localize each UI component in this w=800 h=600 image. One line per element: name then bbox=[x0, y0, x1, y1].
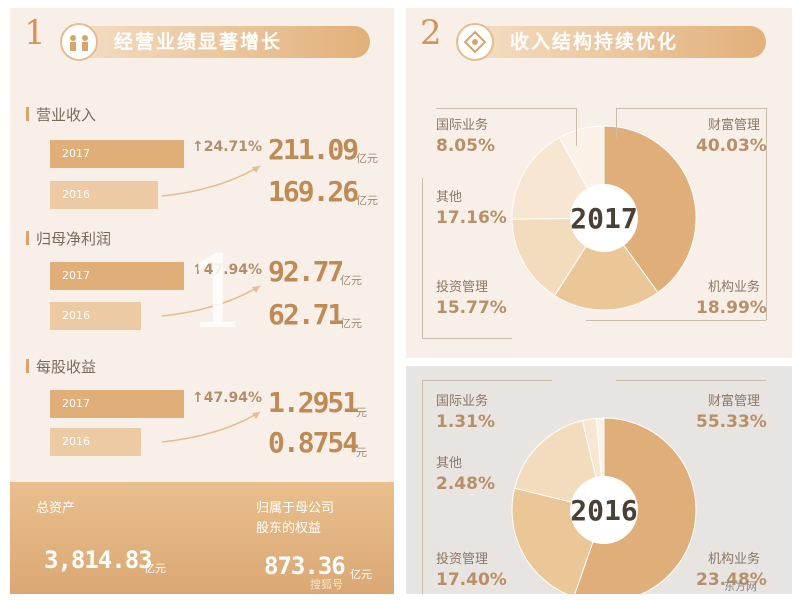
growth-value: 47.94% bbox=[203, 262, 263, 278]
pie-2016-center bbox=[570, 476, 638, 544]
section-label-revenue: 营业收入 bbox=[25, 106, 97, 124]
left-header: 经营业绩显著增长 bbox=[80, 26, 370, 58]
pie-2016-label-wealth: 财富管理 bbox=[708, 394, 761, 409]
leader-line bbox=[616, 380, 766, 381]
pie-2017-value-wealth: 40.03% bbox=[696, 136, 767, 156]
panel-number-2: 2 bbox=[420, 13, 442, 53]
value-2016-revenue: 169.26 bbox=[268, 175, 359, 208]
leader-line bbox=[616, 108, 617, 138]
leader-line bbox=[576, 108, 577, 146]
bar-2017-net-profit: 2017 bbox=[50, 262, 185, 290]
pie-chart-2017: 2017 bbox=[511, 125, 697, 311]
unit-2016-net-profit: 亿元 bbox=[340, 317, 362, 330]
total-assets-unit: 亿元 bbox=[144, 562, 166, 575]
people-icon bbox=[60, 23, 98, 61]
pie-2017-label-other: 其他 bbox=[436, 190, 463, 205]
pie-2016-label-other: 其他 bbox=[436, 456, 463, 471]
pie-2016-value-investment: 17.40% bbox=[436, 570, 507, 590]
growth-revenue: ↑24.71% bbox=[192, 139, 263, 155]
equity-label-line2: 股东的权益 bbox=[256, 521, 322, 536]
section-label-net-profit: 归母净利润 bbox=[25, 230, 112, 248]
value-2017-net-profit: 92.77 bbox=[268, 255, 344, 288]
panel-number-1: 1 bbox=[24, 13, 46, 53]
value-2017-eps: 1.2951 bbox=[268, 386, 359, 419]
value-2017-revenue: 211.09 bbox=[268, 133, 359, 166]
growth-eps: ↑47.94% bbox=[192, 390, 263, 406]
structure-icon bbox=[456, 23, 494, 61]
unit-2017-revenue: 亿元 bbox=[356, 152, 378, 165]
growth-net-profit: ↑47.94% bbox=[192, 262, 263, 278]
total-assets-value: 3,814.83 bbox=[44, 546, 153, 574]
unit-2016-eps: 元 bbox=[356, 446, 367, 459]
pie-2016-label-institutional: 机构业务 bbox=[708, 552, 761, 567]
section-label-eps: 每股收益 bbox=[25, 358, 97, 376]
pie-2017-value-investment: 15.77% bbox=[436, 298, 507, 318]
unit-2017-eps: 元 bbox=[356, 406, 367, 419]
bar-2016-net-profit: 2016 bbox=[50, 302, 142, 330]
equity-label-line1: 归属于母公司 bbox=[256, 501, 335, 516]
pie-2017-center bbox=[570, 184, 638, 252]
pie-2016-center-label: 2016 bbox=[570, 494, 637, 527]
unit-2016-revenue: 亿元 bbox=[356, 194, 378, 207]
equity-unit: 亿元 bbox=[350, 568, 372, 581]
watermark-credit-right: 东方网 bbox=[724, 580, 757, 593]
pie-2016-label-international: 国际业务 bbox=[436, 394, 489, 409]
unit-2017-net-profit: 亿元 bbox=[340, 274, 362, 287]
arrow-eps bbox=[161, 411, 261, 443]
pie-2017-center-label: 2017 bbox=[570, 202, 637, 235]
leader-line bbox=[436, 108, 576, 109]
pie-2017-label-investment: 投资管理 bbox=[436, 280, 489, 295]
growth-value: 24.71% bbox=[203, 139, 263, 155]
watermark-credit-left: 搜狐号 bbox=[310, 578, 343, 591]
pie-2016-value-other: 2.48% bbox=[436, 474, 495, 494]
pie-2016-value-institutional: 23.48% bbox=[696, 570, 767, 590]
pie-2017-label-wealth: 财富管理 bbox=[708, 118, 761, 133]
leader-line bbox=[422, 178, 423, 338]
value-2016-eps: 0.8754 bbox=[268, 426, 359, 459]
pie-chart-2016: 2016 bbox=[511, 417, 697, 594]
leader-line bbox=[422, 380, 423, 594]
bar-2017-eps: 2017 bbox=[50, 390, 185, 418]
pie-2017-value-institutional: 18.99% bbox=[696, 298, 767, 318]
bar-2017-revenue: 2017 bbox=[50, 140, 185, 168]
pie-2017-label-institutional: 机构业务 bbox=[708, 280, 761, 295]
leader-line bbox=[422, 338, 512, 339]
bar-2016-revenue: 2016 bbox=[50, 181, 158, 209]
left-panel: 1 经营业绩显著增长 营业收入 2017 2016 ↑24.71% 211.09… bbox=[10, 8, 394, 594]
left-footer: 总资产 3,814.83 亿元 归属于母公司 股东的权益 873.36 亿元 搜… bbox=[10, 482, 394, 594]
bar-2016-eps: 2016 bbox=[50, 428, 142, 456]
right-header: 收入结构持续优化 bbox=[476, 26, 766, 58]
leader-line bbox=[616, 108, 766, 109]
pie-2017-label-international: 国际业务 bbox=[436, 118, 489, 133]
pie-2017-value-international: 8.05% bbox=[436, 136, 495, 156]
equity-value: 873.36 bbox=[264, 552, 346, 580]
arrow-net-profit bbox=[161, 285, 261, 317]
leader-line bbox=[586, 320, 766, 321]
growth-value: 47.94% bbox=[203, 390, 263, 406]
pie-2016-value-wealth: 55.33% bbox=[696, 412, 767, 432]
watermark-number: 1 bbox=[186, 234, 250, 351]
leader-line bbox=[422, 380, 552, 381]
value-2016-net-profit: 62.71 bbox=[268, 298, 344, 331]
total-assets-label: 总资产 bbox=[36, 501, 76, 516]
right-panel: 2 收入结构持续优化 2017 国际业务 8.05% 其他 17.16% 投资管… bbox=[406, 8, 792, 594]
pie-2016-label-investment: 投资管理 bbox=[436, 552, 489, 567]
pie-2017-value-other: 17.16% bbox=[436, 208, 507, 228]
pie-2017-slice-institutional bbox=[553, 217, 659, 311]
leader-line bbox=[766, 108, 767, 320]
pie-2017-slice-wealth bbox=[603, 125, 697, 294]
pie-2016-value-international: 1.31% bbox=[436, 412, 495, 432]
arrow-revenue bbox=[161, 165, 261, 197]
